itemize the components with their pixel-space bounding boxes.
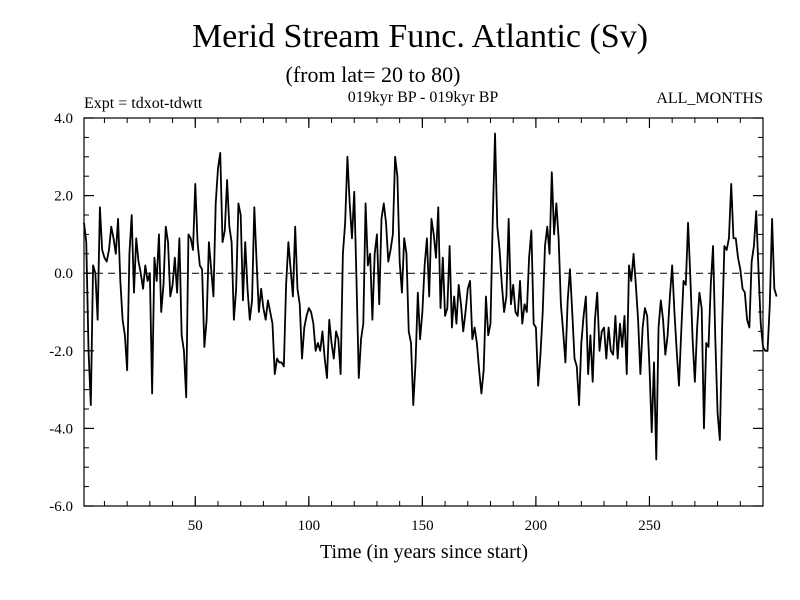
y-tick-label: -6.0 [49, 499, 73, 515]
period-label: 019kyr BP - 019kyr BP [348, 89, 499, 106]
x-tick-label: 250 [638, 518, 661, 534]
x-tick-label: 150 [411, 518, 434, 534]
months-label: ALL_MONTHS [656, 90, 763, 107]
x-tick-label: 100 [298, 518, 321, 534]
chart-subtitle: (from lat= 20 to 80) [286, 62, 461, 87]
x-axis-label: Time (in years since start) [320, 541, 528, 563]
x-tick-label: 200 [525, 518, 548, 534]
chart-title: Merid Stream Func. Atlantic (Sv) [192, 18, 648, 55]
plot-area: -6.0 -4.0 -2.0 0.0 2.0 4.0 50 100 150 200 250 [49, 111, 778, 534]
y-tick-label: -2.0 [49, 344, 73, 360]
y-tick-label: 2.0 [54, 189, 73, 205]
x-tick-label: 50 [188, 518, 203, 534]
y-tick-label: -4.0 [49, 421, 73, 437]
y-tick-label: 0.0 [54, 266, 73, 282]
plot-frame [83, 117, 764, 507]
series-line [83, 132, 778, 461]
experiment-label: Expt = tdxot-tdwtt [84, 95, 203, 112]
y-tick-label: 4.0 [54, 111, 73, 127]
